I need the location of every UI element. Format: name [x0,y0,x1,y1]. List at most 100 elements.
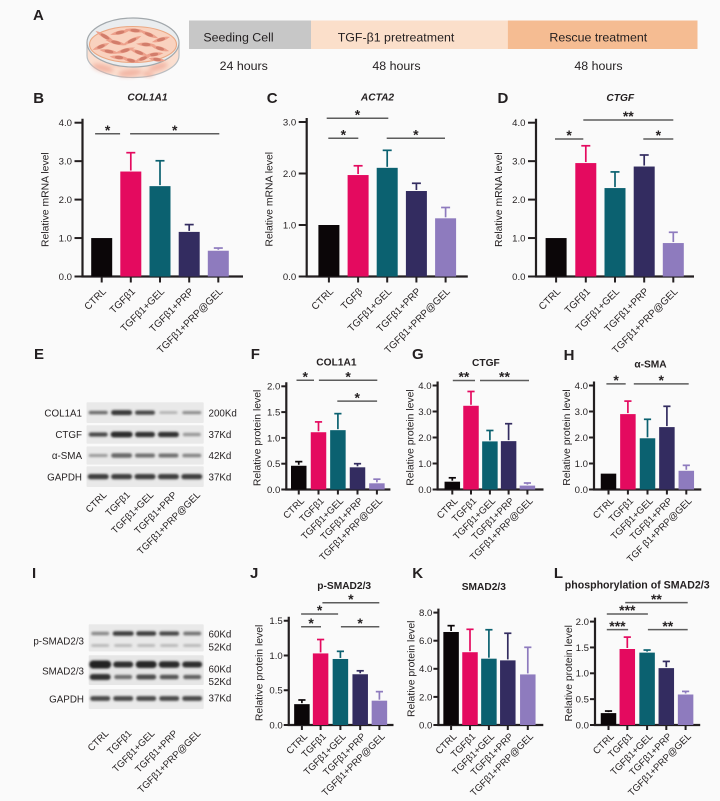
svg-text:2.0: 2.0 [418,433,431,444]
svg-text:*: * [413,127,419,143]
svg-text:8.0: 8.0 [419,608,432,619]
svg-text:p-SMAD2/3: p-SMAD2/3 [317,581,371,592]
svg-text:F: F [251,346,260,363]
svg-text:C: C [267,90,278,107]
svg-text:K: K [412,565,423,582]
svg-text:60Kd: 60Kd [209,630,232,641]
svg-text:B: B [33,90,44,107]
svg-text:*: * [566,127,572,143]
svg-text:GAPDH: GAPDH [49,694,84,705]
svg-text:*: * [341,127,347,143]
svg-text:*: * [105,122,111,138]
svg-text:phosphorylation of SMAD2/3: phosphorylation of SMAD2/3 [565,579,710,591]
svg-text:0.5: 0.5 [576,695,589,706]
svg-text:SMAD2/3: SMAD2/3 [462,582,506,593]
svg-text:0.5: 0.5 [269,686,282,697]
svg-text:1.0: 1.0 [418,459,431,470]
svg-text:1.0: 1.0 [267,433,280,444]
svg-text:**: ** [623,108,634,124]
svg-text:COL1A1: COL1A1 [44,408,82,419]
svg-text:1.0: 1.0 [575,459,588,470]
svg-text:*: * [172,122,178,138]
svg-text:I: I [32,565,36,582]
svg-text:37Kd: 37Kd [209,694,232,705]
svg-text:60Kd: 60Kd [209,665,232,676]
svg-text:E: E [34,346,44,363]
svg-text:52Kd: 52Kd [209,677,232,688]
svg-text:Relative protein level: Relative protein level [406,389,417,485]
svg-text:COL1A1: COL1A1 [127,93,168,104]
svg-text:Relative protein level: Relative protein level [407,621,418,717]
svg-text:*: * [303,368,309,384]
svg-text:α-SMA: α-SMA [52,451,83,462]
svg-text:4.0: 4.0 [419,664,432,675]
svg-text:*: * [355,107,361,123]
svg-text:GAPDH: GAPDH [47,473,82,484]
svg-text:2.0: 2.0 [575,433,588,444]
svg-text:0.0: 0.0 [512,272,525,283]
svg-text:Rescue treatment: Rescue treatment [549,30,647,44]
svg-text:CTGF: CTGF [55,430,82,441]
svg-text:1.5: 1.5 [267,408,280,419]
svg-text:0.0: 0.0 [576,720,589,731]
svg-text:2.0: 2.0 [512,195,525,206]
svg-text:Relative protein level: Relative protein level [253,390,264,486]
svg-text:3.0: 3.0 [512,157,525,168]
svg-text:4.0: 4.0 [59,118,72,129]
svg-text:1.0: 1.0 [512,233,525,244]
svg-text:*: * [354,389,360,405]
svg-text:***: *** [609,618,626,634]
svg-text:G: G [412,346,424,363]
svg-text:3.0: 3.0 [575,407,588,418]
svg-text:48 hours: 48 hours [574,59,622,73]
svg-text:2.0: 2.0 [283,169,296,180]
svg-text:1.0: 1.0 [576,669,589,680]
svg-text:*: * [656,127,662,143]
svg-text:CTGF: CTGF [606,93,635,104]
svg-text:1.5: 1.5 [269,616,282,627]
svg-text:Relative protein level: Relative protein level [564,625,575,721]
svg-text:*: * [308,615,314,631]
svg-text:0.0: 0.0 [267,485,280,496]
svg-text:37Kd: 37Kd [209,473,232,484]
svg-text:37Kd: 37Kd [209,430,232,441]
svg-text:0.0: 0.0 [575,485,588,496]
svg-text:0.0: 0.0 [418,485,431,496]
svg-text:H: H [564,347,575,364]
svg-text:1.0: 1.0 [59,233,72,244]
svg-text:Seeding Cell: Seeding Cell [203,30,273,44]
svg-text:0.0: 0.0 [283,272,296,283]
svg-text:52Kd: 52Kd [209,643,232,654]
svg-text:*: * [357,615,363,631]
svg-text:**: ** [662,618,673,634]
svg-text:*: * [317,602,323,618]
svg-text:0.0: 0.0 [419,720,432,731]
svg-text:1.0: 1.0 [283,220,296,231]
svg-text:24 hours: 24 hours [220,59,268,73]
svg-text:D: D [498,90,509,107]
svg-text:3.0: 3.0 [59,157,72,168]
svg-text:200Kd: 200Kd [209,408,237,419]
svg-text:4.0: 4.0 [575,381,588,392]
svg-text:p-SMAD2/3: p-SMAD2/3 [33,637,84,648]
svg-text:*: * [345,369,351,385]
svg-text:Relative mRNA level: Relative mRNA level [40,152,51,247]
svg-text:**: ** [651,591,662,607]
svg-text:3.0: 3.0 [418,407,431,418]
svg-text:*: * [348,591,354,607]
svg-text:0.0: 0.0 [269,720,282,731]
svg-text:**: ** [458,369,469,385]
svg-text:**: ** [499,369,510,385]
svg-text:α-SMA: α-SMA [634,360,667,371]
svg-text:***: *** [619,602,636,618]
svg-text:2.0: 2.0 [419,692,432,703]
svg-text:1.0: 1.0 [269,651,282,662]
svg-text:4.0: 4.0 [418,381,431,392]
svg-text:6.0: 6.0 [419,636,432,647]
svg-text:1.5: 1.5 [576,643,589,654]
svg-text:Relative mRNA level: Relative mRNA level [265,152,276,247]
svg-text:*: * [613,372,619,388]
svg-text:A: A [33,7,44,24]
svg-text:CTGF: CTGF [472,358,500,369]
svg-text:0.5: 0.5 [267,459,280,470]
